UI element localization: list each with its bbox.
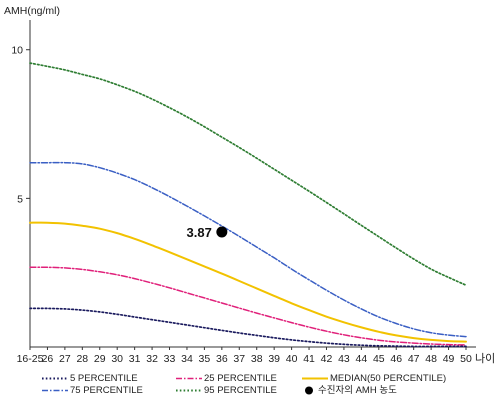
x-tick-label: 16-25	[17, 353, 44, 365]
amh-marker-group: 3.87	[187, 225, 228, 240]
legend-swatch-75	[42, 389, 68, 392]
x-tick-label: 47	[408, 353, 420, 365]
x-tick-label: 45	[373, 353, 385, 365]
x-tick-label: 49	[443, 353, 455, 365]
x-tick-label: 29	[94, 353, 106, 365]
x-tick-label: 31	[129, 353, 141, 365]
amh-point-marker	[216, 226, 228, 238]
legend-label: 5 PERCENTILE	[70, 373, 138, 384]
x-tick-label: 40	[286, 353, 298, 365]
amh-value-label: 3.87	[187, 225, 212, 240]
legend: 5 PERCENTILE 25 PERCENTILE MEDIAN(50 PER…	[0, 370, 500, 400]
x-tick-label: 42	[321, 353, 333, 365]
y-tick-label: 5	[17, 193, 23, 205]
legend-swatch-25	[176, 377, 202, 380]
legend-swatch-5	[42, 377, 68, 380]
x-tick-label: 34	[181, 353, 193, 365]
x-tick-label: 38	[251, 353, 263, 365]
legend-label: 75 PERCENTILE	[70, 385, 143, 396]
legend-label: 수진자의 AMH 농도	[318, 385, 397, 396]
x-tick-label: 36	[216, 353, 228, 365]
x-tick-label: 26	[42, 353, 54, 365]
y-axis-label: AMH(ng/ml)	[4, 5, 60, 17]
series-line-median-50-percentile	[29, 221, 467, 343]
x-tick-label: 44	[356, 353, 368, 365]
x-tick-label: 41	[303, 353, 315, 365]
x-tick-label: 27	[59, 353, 71, 365]
x-tick-label: 30	[111, 353, 123, 365]
y-tick-label: 10	[11, 45, 23, 57]
legend-label: MEDIAN(50 PERCENTILE)	[330, 373, 447, 384]
series-line-95-percentile	[29, 62, 467, 287]
y-ticks: 5 10	[11, 45, 30, 205]
x-tick-label: 28	[76, 353, 88, 365]
x-tick-label: 32	[146, 353, 158, 365]
x-tick-label: 39	[268, 353, 280, 365]
legend-label: 95 PERCENTILE	[204, 385, 277, 396]
x-axis-label: 나이	[475, 352, 495, 365]
x-tick-label: 37	[233, 353, 245, 365]
x-tick-label: 48	[425, 353, 437, 365]
x-tick-label: 50	[460, 353, 472, 365]
x-tick-label: 43	[338, 353, 350, 365]
legend-swatch-95	[176, 389, 202, 392]
series-line-75-percentile	[29, 161, 467, 338]
x-tick-label: 35	[199, 353, 211, 365]
legend-swatch-median	[302, 377, 328, 380]
series-line-25-percentile	[29, 266, 467, 346]
x-tick-label: 33	[164, 353, 176, 365]
series-line-5-percentile	[29, 307, 467, 348]
legend-label: 25 PERCENTILE	[204, 373, 277, 384]
percentile-lines	[29, 62, 467, 348]
legend-dot-marker	[305, 386, 313, 395]
x-tick-label: 46	[390, 353, 402, 365]
